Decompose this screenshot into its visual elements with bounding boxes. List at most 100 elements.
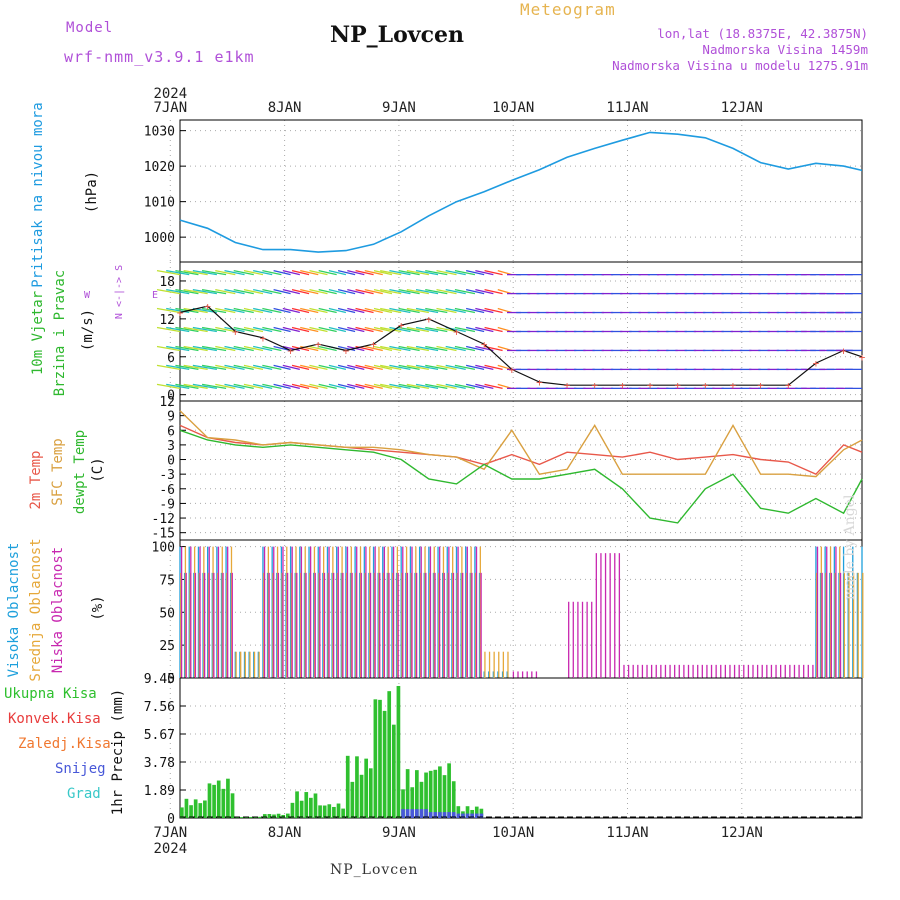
wind-gust-mark: + <box>343 344 350 357</box>
wind-arrow <box>497 270 512 276</box>
wind-arrow <box>398 383 420 390</box>
wind-arrow <box>166 383 190 390</box>
wind-arrow <box>215 326 236 333</box>
wind-arrow <box>183 383 208 390</box>
wind-gust-mark: + <box>785 379 792 392</box>
wind-speed-line <box>179 305 863 386</box>
wind-arrow <box>156 307 181 314</box>
precip-bar <box>433 769 438 818</box>
precip-bar <box>193 799 198 818</box>
sfc-temp-label: SFC Temp <box>50 438 66 505</box>
wind-arrow <box>380 307 402 314</box>
x-year-label-bottom: 2024 <box>153 841 187 857</box>
wind-arrow <box>355 326 374 333</box>
wind-arrow <box>398 288 420 295</box>
wind-arrow <box>415 288 439 295</box>
wind-arrow <box>425 383 448 390</box>
x-tick-label-top: 9JAN <box>382 100 416 116</box>
precip-bar <box>290 802 295 818</box>
wind-arrow <box>389 326 411 333</box>
wind-arrow <box>318 270 337 276</box>
wind-arrow <box>475 288 494 295</box>
wind-arrow <box>398 345 420 352</box>
wind-arrow <box>415 269 439 276</box>
dewpt-label: dewpt Temp <box>72 430 88 514</box>
wind-arrow <box>389 345 411 352</box>
wind-arrow <box>166 345 190 352</box>
temp-line-0 <box>179 424 863 476</box>
precip-bar <box>451 781 456 818</box>
wind-arrow <box>475 364 494 371</box>
precip-bar <box>428 770 433 818</box>
precip-bar <box>267 814 272 818</box>
precip-bar <box>373 699 378 818</box>
panel-frame <box>179 677 863 819</box>
wind-arrow <box>497 307 512 314</box>
y-tick-label: -15 <box>152 527 175 542</box>
wind-arrow <box>425 269 448 276</box>
wind-arrow <box>497 345 512 352</box>
wind-arrow <box>291 307 310 314</box>
wind-arrow <box>233 364 254 371</box>
precip-bar <box>382 710 387 818</box>
wind-gust-mark: + <box>370 338 377 351</box>
wind-arrow <box>347 270 365 276</box>
wind-arrow <box>337 326 356 333</box>
precip-bar <box>442 775 447 818</box>
precip-bar <box>332 806 336 818</box>
wind-arrow <box>201 288 227 295</box>
wind-arrow <box>380 269 402 276</box>
panel-wind: 0 6 12 18 <box>159 261 863 404</box>
wind-arrow <box>175 364 199 371</box>
precip-bar <box>474 806 479 818</box>
y-tick-label: 0 <box>167 389 175 404</box>
precip-bar <box>350 781 355 818</box>
wind-arrow <box>243 270 264 276</box>
y-tick-label: 6 <box>167 351 175 366</box>
wind-arrow <box>454 307 476 314</box>
wind-arrow <box>273 307 291 314</box>
wind-arrow <box>398 307 420 314</box>
wind-gust-mark: + <box>859 351 866 364</box>
wind-arrow <box>192 326 217 333</box>
wind-arrow <box>282 288 300 295</box>
wind-gust-mark: + <box>232 326 239 339</box>
wind-arrow <box>233 345 254 352</box>
wind-gust-mark: + <box>647 379 654 392</box>
snow-bar <box>474 813 479 818</box>
panel-precipitation: 0 1.89 3.78 5.67 7.56 9.45 <box>144 672 863 827</box>
wind-arrow <box>309 288 328 295</box>
wind-arrow <box>309 345 328 352</box>
y-tick-label: 12 <box>159 313 175 328</box>
wind-arrow <box>373 345 393 352</box>
wind-arrow <box>484 270 503 276</box>
wind-arrow <box>300 326 319 333</box>
wind-arrow <box>224 326 245 333</box>
wind-arrow <box>328 326 347 333</box>
wind-gust-mark: + <box>840 344 847 357</box>
wind-arrow <box>454 288 476 295</box>
wind-arrow <box>364 288 383 295</box>
snow-bar <box>442 812 447 818</box>
wind-arrow <box>389 364 411 371</box>
watermark: made by Angel <box>842 494 858 601</box>
x-tick-label-top: 7JAN <box>153 100 187 116</box>
precip-bar <box>285 813 290 818</box>
wind-arrow <box>328 288 347 295</box>
precip-bar <box>391 724 396 818</box>
wind-arrow <box>328 270 347 276</box>
precip-bar <box>387 691 392 818</box>
wind-arrow <box>454 345 476 352</box>
wind-arrow <box>215 383 236 390</box>
wind-arrow <box>380 383 402 390</box>
precip-bar <box>327 804 332 818</box>
y-tick-label: 0 <box>167 672 175 687</box>
precip-bar <box>313 793 318 818</box>
wind-arrow <box>166 364 190 371</box>
wind-arrow <box>454 269 476 276</box>
wind-arrow <box>309 270 328 276</box>
y-tick-label: 1.89 <box>144 784 175 799</box>
wind-arrow <box>300 383 319 389</box>
snow-bar <box>470 813 474 818</box>
